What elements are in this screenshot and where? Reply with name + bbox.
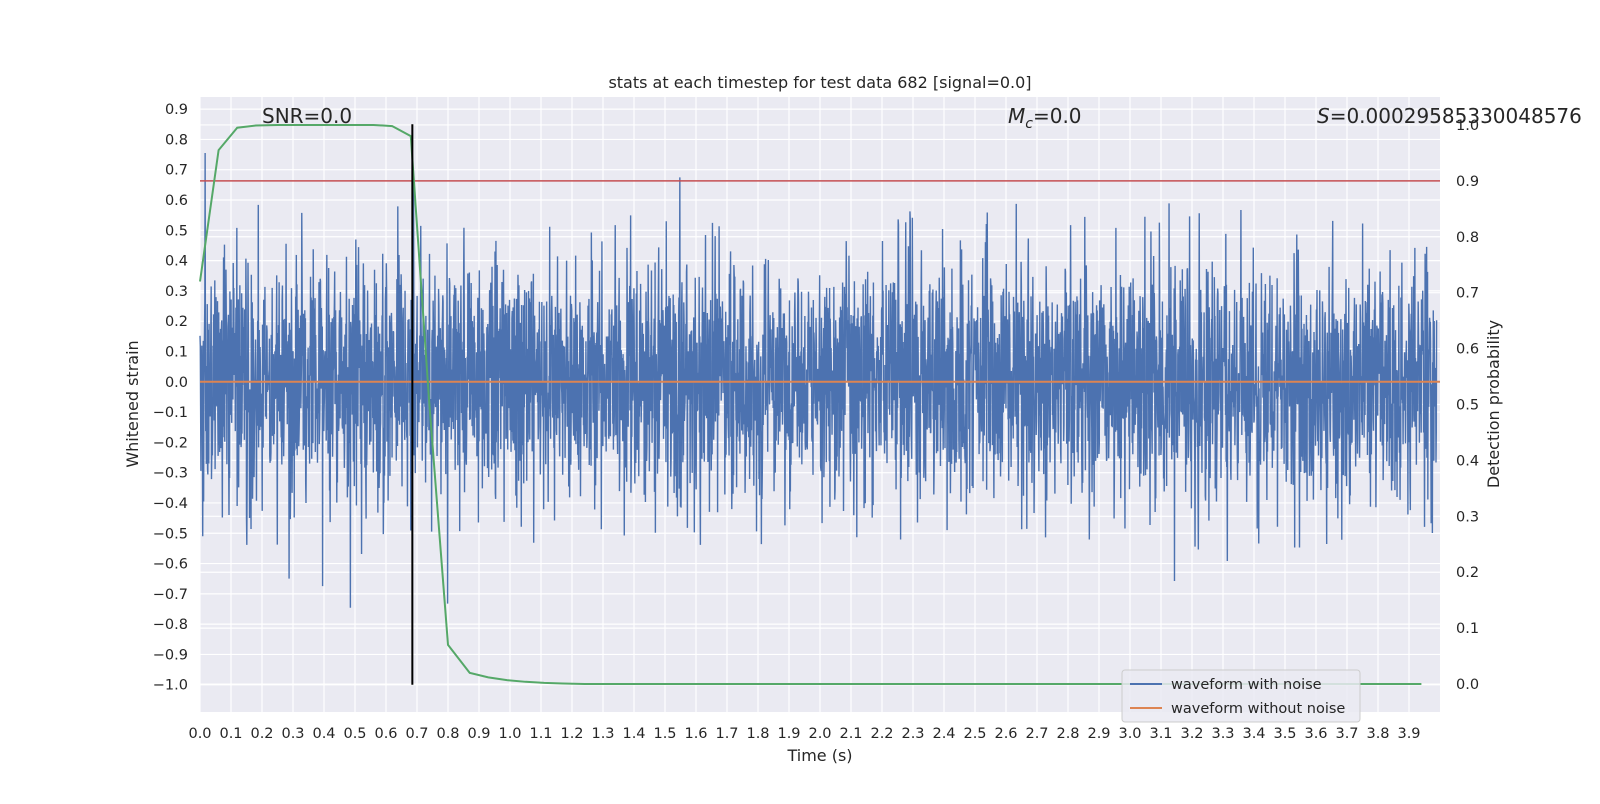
x-tick-label: 2.5 <box>963 726 986 742</box>
y2-tick-label: 0.2 <box>1456 565 1479 581</box>
x-tick-label: 1.7 <box>715 726 738 742</box>
y2-tick-label: 0.0 <box>1456 677 1479 693</box>
y2-tick-label: 0.5 <box>1456 398 1479 414</box>
x-tick-label: 2.9 <box>1087 726 1110 742</box>
y-tick-label: 0.1 <box>165 344 188 360</box>
x-tick-label: 3.5 <box>1273 726 1296 742</box>
s-annotation: S=0.00029585330048576 <box>1317 104 1582 128</box>
y-tick-label: 0.4 <box>165 254 188 270</box>
x-tick-label: 2.4 <box>932 726 955 742</box>
x-tick-label: 1.8 <box>746 726 769 742</box>
chart-title: stats at each timestep for test data 682… <box>608 73 1031 92</box>
y2-tick-label: 0.4 <box>1456 453 1479 469</box>
s-value: =0.00029585330048576 <box>1330 104 1582 128</box>
y-tick-label: −0.4 <box>153 496 188 512</box>
x-tick-label: 2.0 <box>808 726 831 742</box>
x-tick-label: 1.1 <box>529 726 552 742</box>
x-tick-label: 0.0 <box>188 726 211 742</box>
y-tick-label: −0.2 <box>153 435 188 451</box>
y2-tick-label: 1.0 <box>1456 118 1479 134</box>
x-tick-label: 0.6 <box>374 726 397 742</box>
mc-value: =0.0 <box>1033 104 1082 128</box>
x-tick-label: 0.5 <box>343 726 366 742</box>
y2-tick-label: 0.7 <box>1456 286 1479 302</box>
s-symbol: S <box>1317 104 1330 128</box>
y-tick-label: 0.3 <box>165 284 188 300</box>
y-tick-label: 0.0 <box>165 375 188 391</box>
x-tick-label: 3.7 <box>1335 726 1358 742</box>
y-tick-label: −0.6 <box>153 557 188 573</box>
mc-symbol: M <box>1008 104 1025 128</box>
x-tick-label: 0.7 <box>405 726 428 742</box>
legend-label-noise: waveform with noise <box>1171 677 1322 693</box>
x-tick-label: 0.8 <box>436 726 459 742</box>
y2-tick-label: 0.3 <box>1456 509 1479 525</box>
x-tick-label: 1.3 <box>591 726 614 742</box>
x-tick-label: 2.8 <box>1056 726 1079 742</box>
x-axis-label: Time (s) <box>786 746 852 765</box>
x-tick-label: 1.9 <box>777 726 800 742</box>
x-tick-label: 2.7 <box>1025 726 1048 742</box>
y2-tick-label: 0.1 <box>1456 621 1479 637</box>
x-tick-label: 3.8 <box>1366 726 1389 742</box>
x-tick-label: 1.6 <box>684 726 707 742</box>
y-tick-label: 0.9 <box>165 102 188 118</box>
x-tick-label: 0.9 <box>467 726 490 742</box>
x-tick-label: 2.6 <box>994 726 1017 742</box>
y-axis-label: Whitened strain <box>123 340 142 467</box>
x-tick-label: 0.1 <box>219 726 242 742</box>
x-tick-label: 1.0 <box>498 726 521 742</box>
x-tick-label: 3.1 <box>1149 726 1172 742</box>
series-waveform-with-noise <box>199 153 1438 608</box>
x-tick-label: 3.6 <box>1304 726 1327 742</box>
x-tick-label: 3.0 <box>1118 726 1141 742</box>
mc-subscript: c <box>1025 116 1033 132</box>
x-tick-label: 3.9 <box>1397 726 1420 742</box>
y-tick-label: 0.7 <box>165 163 188 179</box>
x-tick-label: 3.2 <box>1180 726 1203 742</box>
mc-annotation: Mc=0.0 <box>1008 104 1082 132</box>
x-tick-label: 0.3 <box>281 726 304 742</box>
y2-axis-ticks: 1.0 0.9 0.8 0.7 0.6 0.5 0.4 0.3 0.2 0.1 0.0 <box>1456 118 1479 693</box>
x-tick-label: 2.3 <box>901 726 924 742</box>
legend: waveform with noise waveform without noi… <box>1121 669 1361 723</box>
x-tick-label: 0.2 <box>250 726 273 742</box>
x-tick-label: 2.1 <box>839 726 862 742</box>
x-tick-label: 0.4 <box>312 726 335 742</box>
y-tick-label: −0.8 <box>153 617 188 633</box>
x-tick-label: 3.3 <box>1211 726 1234 742</box>
y-tick-label: 0.2 <box>165 314 188 330</box>
y2-tick-label: 0.8 <box>1456 230 1479 246</box>
x-tick-label: 1.5 <box>653 726 676 742</box>
y-tick-label: −0.9 <box>153 647 188 663</box>
y2-axis-label: Detection probability <box>1484 320 1503 488</box>
x-axis-ticks: 0.0 0.1 0.2 0.3 0.4 0.5 0.6 0.7 0.8 0.9 1.0 1.1 1.2 1… <box>188 726 1420 742</box>
x-tick-label: 1.4 <box>622 726 645 742</box>
y-tick-label: 0.6 <box>165 193 188 209</box>
y-tick-label: −0.3 <box>153 466 188 482</box>
y-tick-label: −0.7 <box>153 587 188 603</box>
y2-tick-label: 0.6 <box>1456 342 1479 358</box>
legend-box <box>1121 669 1361 723</box>
y2-tick-label: 0.9 <box>1456 174 1479 190</box>
legend-label-clean: waveform without noise <box>1171 701 1345 717</box>
x-tick-label: 3.4 <box>1242 726 1265 742</box>
y-tick-label: −0.1 <box>153 405 188 421</box>
y-tick-label: 0.5 <box>165 223 188 239</box>
snr-annotation: SNR=0.0 <box>262 104 352 128</box>
y-tick-label: −0.5 <box>153 526 188 542</box>
y-tick-label: 0.8 <box>165 132 188 148</box>
x-tick-label: 2.2 <box>870 726 893 742</box>
x-tick-label: 1.2 <box>560 726 583 742</box>
y-axis-ticks: 0.9 0.8 0.7 0.6 0.5 0.4 0.3 0.2 0.1 0.0 −0.1 −0.2 −0… <box>153 102 188 694</box>
y-tick-label: −1.0 <box>153 678 188 694</box>
